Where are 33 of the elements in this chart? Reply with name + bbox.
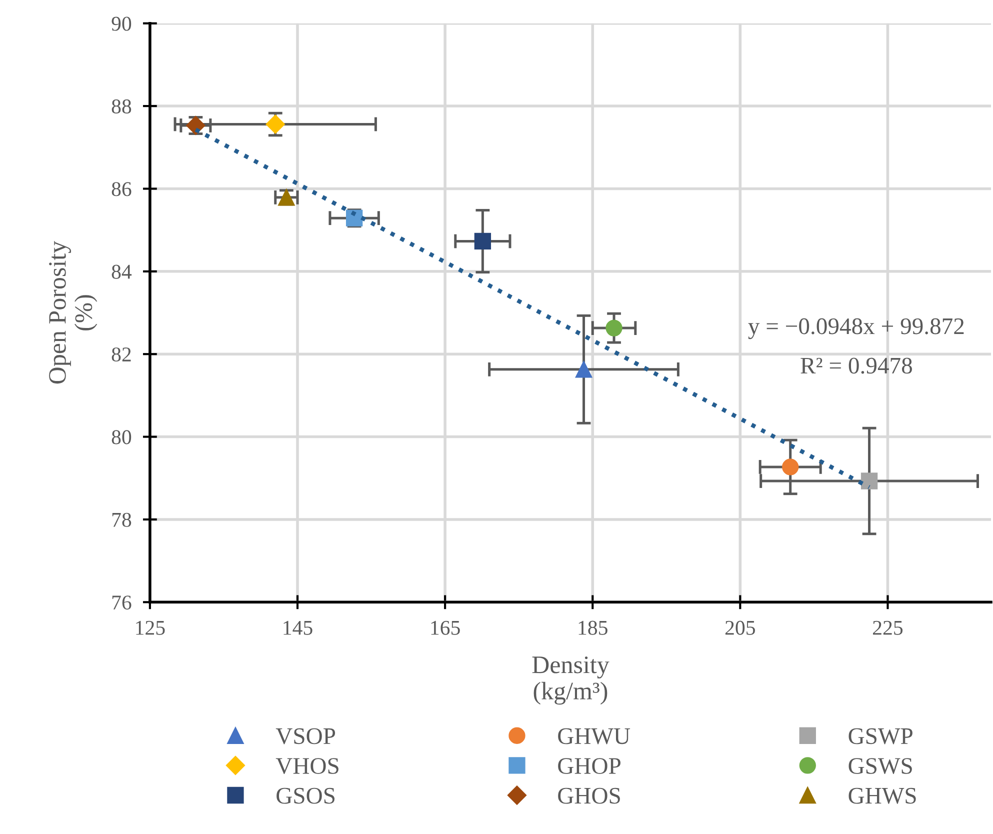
x-tick-label: 165 (431, 620, 460, 635)
y-tick-label: 84 (112, 264, 132, 279)
y-axis-title: Open Porosity (%) (49, 240, 98, 384)
y-tick-label: 82 (112, 347, 131, 362)
legend-label: VSOP (276, 728, 336, 744)
y-tick-label: 86 (112, 182, 132, 196)
x-tick-label: 125 (136, 620, 165, 635)
legend-label: GHOP (558, 758, 620, 774)
legend-label: VHOS (276, 758, 338, 774)
x-tick-label: 225 (873, 620, 903, 635)
point (860, 472, 878, 490)
legend-label: GSWP (848, 728, 912, 744)
legend-label: GHWU (558, 728, 630, 744)
x-tick-label: 145 (284, 620, 312, 635)
y-tick-label: 90 (112, 16, 132, 31)
legend-label: GSWS (848, 758, 912, 774)
point (266, 114, 285, 134)
x-axis-title: Density (kg/m³) (532, 656, 610, 705)
annotation: y = −0.0948x + 99.872 (748, 318, 964, 340)
point (575, 361, 592, 378)
annotation: R² = 0.9478 (800, 358, 912, 374)
y-tick-label: 88 (112, 99, 132, 114)
legend-label: GHOS (558, 788, 620, 804)
legend-label: GHWS (848, 788, 916, 804)
y-tick-label: 76 (112, 596, 132, 610)
point (606, 320, 622, 336)
y-tick-label: 80 (112, 430, 132, 444)
legend-label: GSOS (276, 788, 335, 804)
point (474, 232, 492, 250)
x-tick-label: 205 (725, 620, 755, 635)
x-tick-label: 185 (578, 620, 608, 635)
point (782, 458, 799, 476)
y-tick-label: 78 (112, 512, 132, 527)
